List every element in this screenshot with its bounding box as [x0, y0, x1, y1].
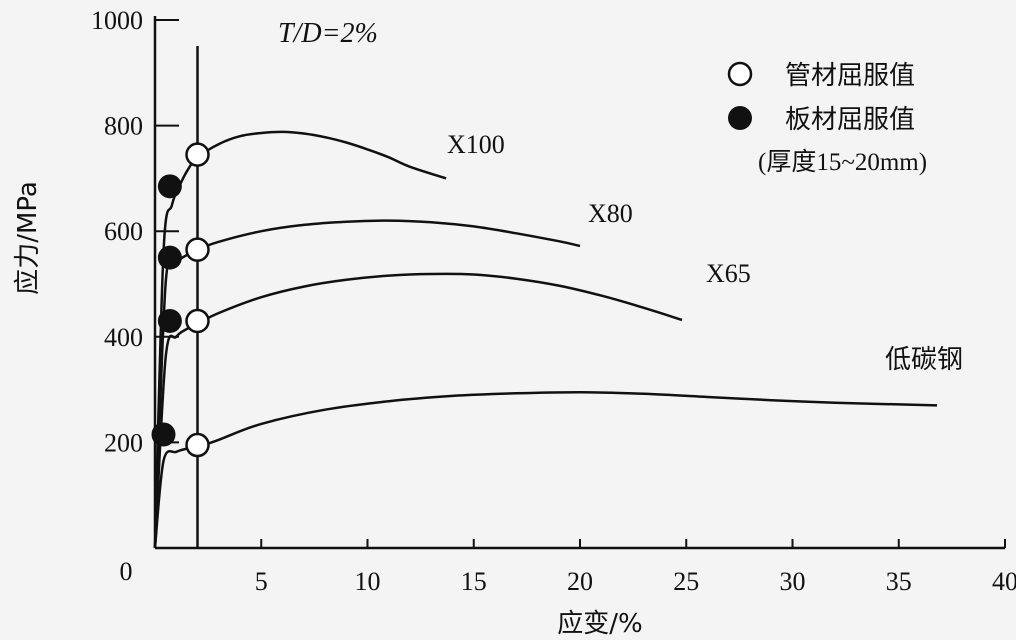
pipe-yield-point: [185, 432, 210, 458]
pipe-yield-point: [185, 237, 210, 262]
legend-pipe-label: 管材屈服值: [785, 61, 915, 91]
legend-thickness-note: (厚度15~20mm): [758, 148, 927, 176]
y-tick-label: 800: [104, 112, 143, 141]
plate-yield-point: [157, 308, 182, 333]
x-tick-label: 40: [992, 567, 1016, 596]
legend: 管材屈服值 板材屈服值 (厚度15~20mm): [727, 61, 927, 176]
pipe-yield-point: [185, 142, 210, 167]
x-tick-label: 15: [461, 567, 487, 596]
series-label-x100: X100: [447, 130, 505, 159]
x-tick-label: 35: [886, 567, 912, 596]
x-tick-label: 25: [673, 567, 699, 596]
y-tick-label: 200: [104, 428, 143, 457]
pipe-yield-point: [185, 308, 210, 334]
y-tick-label: 600: [104, 217, 143, 246]
plate-yield-point: [157, 174, 182, 199]
legend-plate-label: 板材屈服值: [785, 105, 915, 135]
plate-yield-point: [151, 422, 176, 447]
series-line-0: [153, 130, 447, 549]
x-tick-label: 30: [780, 567, 806, 596]
markers-layer: [151, 142, 210, 458]
origin-label: 0: [120, 557, 133, 586]
series-label-x80: X80: [588, 199, 633, 228]
x-tick-label: 20: [567, 567, 593, 596]
series-label-low-carbon-steel: 低碳钢: [885, 345, 963, 375]
y-axis-title: 应力/MPa: [13, 181, 43, 295]
legend-filled-circle-icon: [728, 106, 752, 130]
x-tick-label: 10: [355, 567, 381, 596]
curves-layer: [153, 130, 938, 549]
series-label-x65: X65: [706, 259, 751, 288]
x-tick-label: 5: [255, 567, 268, 596]
legend-open-circle-icon: [727, 61, 753, 87]
td-annotation: T/D=2%: [278, 18, 378, 49]
y-tick-label: 1000: [91, 6, 143, 35]
labels-layer: 0 应变/% 应力/MPa T/D=2% 管材屈服值 板材屈服值 (厚度15~2…: [13, 6, 1016, 639]
y-tick-label: 400: [104, 323, 143, 352]
plate-yield-point: [157, 245, 182, 270]
x-axis-title: 应变/%: [557, 609, 642, 639]
series-line-3: [153, 390, 938, 549]
series-line-2: [153, 272, 683, 549]
